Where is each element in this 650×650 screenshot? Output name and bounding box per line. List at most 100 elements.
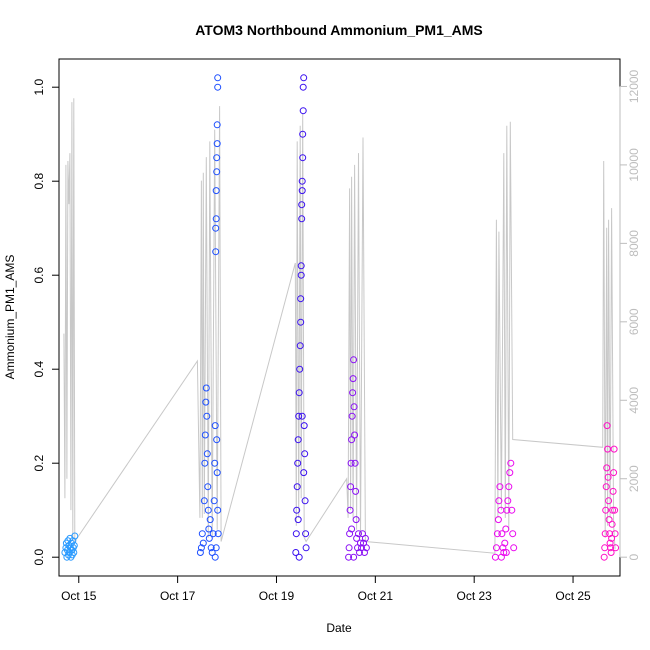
data-point-s6-15 — [607, 549, 615, 556]
data-point-s6-1 — [600, 553, 608, 561]
data-point-s3-16 — [298, 201, 306, 209]
data-points-layer — [61, 74, 620, 561]
data-point-s6-9 — [604, 473, 612, 481]
data-point-s4-12 — [350, 403, 358, 411]
data-point-s3-30 — [295, 553, 303, 561]
data-point-s3-7 — [295, 412, 303, 420]
data-point-s5-21 — [497, 553, 505, 561]
data-point-s3-29 — [294, 516, 302, 524]
data-point-s4-29 — [350, 553, 358, 561]
data-point-s6-7 — [603, 422, 611, 430]
data-point-s2-33 — [213, 436, 221, 444]
data-point-s2-10 — [203, 412, 211, 420]
y-tick-label-3: 0.4 — [32, 361, 46, 378]
data-point-s2-26 — [212, 187, 220, 195]
data-point-s6-13 — [606, 539, 614, 547]
x-tick-label-1: Oct 15 — [61, 589, 97, 603]
data-point-s6-10 — [605, 497, 613, 505]
data-point-s2-27 — [213, 168, 221, 176]
data-point-s2-25 — [212, 215, 220, 223]
data-point-s3-18 — [298, 177, 306, 185]
data-point-s5-20 — [510, 544, 518, 552]
right-y-axis: 0 2000 4000 6000 8000 10000 12000 — [619, 69, 641, 561]
data-point-s4-27 — [362, 544, 370, 552]
series-2 — [196, 74, 222, 561]
data-point-s2-37 — [212, 544, 220, 552]
data-point-s2-13 — [204, 506, 212, 514]
data-point-s4-28 — [348, 525, 356, 533]
data-point-s2-23 — [212, 248, 220, 256]
data-point-s2-30 — [213, 121, 221, 129]
data-point-s4-16 — [352, 516, 360, 524]
y-tick-label-1: 0.0 — [32, 549, 46, 566]
data-point-s2-11 — [203, 450, 211, 458]
data-point-s3-11 — [297, 318, 305, 326]
data-point-s3-2 — [292, 530, 300, 538]
y-tick-label-6: 1.0 — [32, 79, 46, 96]
x-tick-label-6: Oct 25 — [555, 589, 591, 603]
data-point-s2-8 — [202, 398, 210, 406]
data-point-s2-20 — [210, 497, 218, 505]
data-point-s3-14 — [297, 262, 305, 270]
x-tick-label-2: Oct 17 — [160, 589, 196, 603]
data-point-s5-22 — [502, 549, 510, 556]
data-point-s4-17 — [353, 534, 361, 542]
series-1 — [61, 532, 79, 561]
data-point-s3-24 — [300, 422, 308, 430]
data-point-s2-6 — [201, 459, 209, 467]
data-point-s4-9 — [349, 389, 357, 397]
data-point-s4-3 — [346, 530, 354, 538]
data-point-s2-35 — [214, 506, 222, 514]
data-point-s3-32 — [300, 469, 308, 477]
y-axis-title: Ammonium_PM1_AMS — [3, 255, 17, 380]
x-tick-label-4: Oct 21 — [358, 589, 394, 603]
data-point-s5-9 — [499, 544, 507, 552]
data-point-s6-23 — [611, 530, 619, 538]
data-point-s5-14 — [504, 497, 512, 505]
data-point-s4-1 — [345, 553, 353, 561]
x-tick-label-3: Oct 19 — [259, 589, 295, 603]
data-point-s2-21 — [211, 459, 219, 467]
data-point-s3-12 — [297, 295, 305, 303]
right-y-tick-label-7: 12000 — [627, 69, 641, 103]
data-point-s4-2 — [345, 544, 353, 552]
data-point-s2-34 — [213, 469, 221, 477]
y-tick-label-2: 0.2 — [32, 455, 46, 472]
data-point-s2-32 — [214, 74, 222, 82]
data-point-s5-15 — [505, 483, 513, 491]
data-point-s4-5 — [347, 483, 355, 491]
data-point-s5-19 — [509, 530, 517, 538]
data-point-s6-19 — [609, 487, 617, 495]
plot-frame — [58, 58, 621, 577]
data-point-s6-17 — [608, 520, 616, 528]
data-point-s2-24 — [212, 224, 220, 232]
data-point-s1-18 — [70, 549, 78, 556]
data-point-s2-12 — [204, 483, 212, 491]
y-axis: 0.0 0.2 0.4 0.6 0.8 1.0 — [32, 79, 60, 566]
data-point-s2-4 — [199, 539, 207, 547]
data-point-s2-1 — [196, 549, 204, 556]
data-point-s3-19 — [299, 154, 307, 162]
right-y-tick-label-3: 4000 — [627, 387, 641, 414]
data-point-s6-3 — [601, 530, 609, 538]
right-y-tick-label-1: 0 — [627, 554, 641, 561]
data-point-s5-3 — [493, 530, 501, 538]
data-point-s6-4 — [602, 506, 610, 514]
data-point-s4-20 — [356, 549, 363, 556]
data-point-s2-2 — [197, 544, 205, 552]
data-point-s6-20 — [610, 469, 618, 477]
x-axis: Oct 15 Oct 17 Oct 19 Oct 21 Oct 23 Oct 25 — [61, 575, 591, 603]
data-point-s6-18 — [609, 506, 617, 514]
series-4 — [345, 356, 370, 561]
data-point-s3-3 — [293, 506, 301, 514]
data-point-s5-11 — [501, 539, 509, 547]
data-point-s3-25 — [301, 450, 309, 458]
data-point-s4-6 — [347, 459, 355, 467]
right-y-tick-label-5: 8000 — [627, 230, 641, 257]
right-y-tick-label-4: 6000 — [627, 308, 641, 335]
data-point-s3-5 — [294, 459, 302, 467]
data-point-s5-16 — [506, 469, 514, 477]
data-point-s6-14 — [607, 544, 615, 552]
data-point-s3-6 — [294, 436, 302, 444]
